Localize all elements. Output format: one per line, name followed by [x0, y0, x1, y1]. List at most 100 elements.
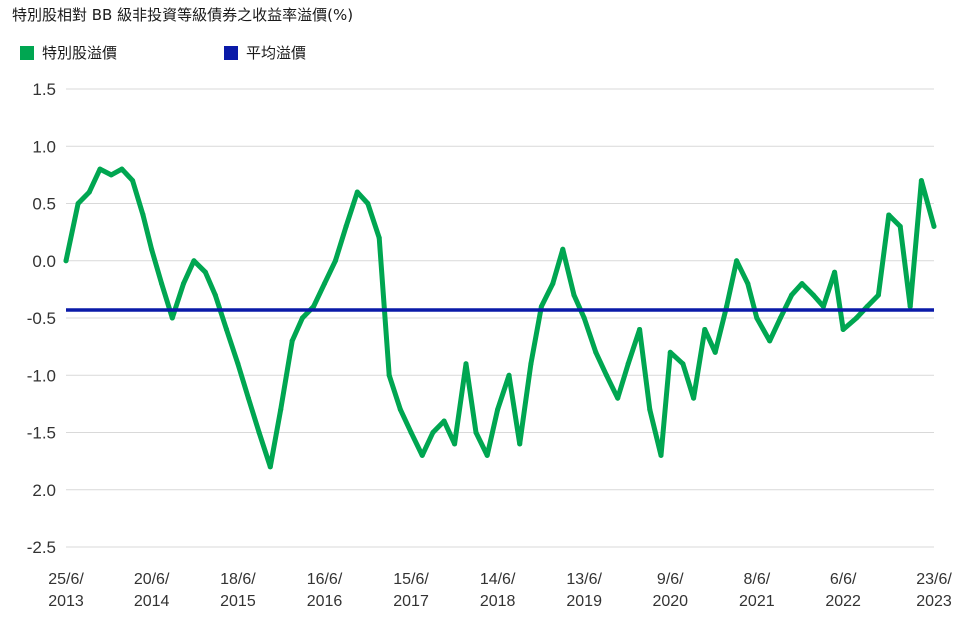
data-point-premium	[875, 292, 881, 298]
x-tick-label-10-day: 23/6/	[916, 571, 952, 588]
x-tick-label-9-year: 2022	[825, 593, 861, 610]
data-point-premium	[130, 178, 136, 184]
data-point-premium	[593, 349, 599, 355]
legend-item-average: 平均溢價	[224, 42, 306, 63]
x-tick-label-0-year: 2013	[48, 593, 84, 610]
data-point-premium	[452, 441, 458, 447]
data-point-premium	[581, 315, 587, 321]
data-point-premium	[224, 326, 230, 332]
data-point-premium	[637, 326, 643, 332]
data-point-premium	[702, 326, 708, 332]
chart-title: 特別股相對 BB 級非投資等級債券之收益率溢價(%)	[12, 6, 354, 24]
data-point-premium	[840, 326, 846, 332]
x-tick-label-5-day: 14/6/	[480, 571, 516, 588]
data-point-premium	[647, 407, 653, 413]
data-point-premium	[832, 269, 838, 275]
data-point-premium	[75, 201, 81, 206]
data-point-premium	[278, 407, 284, 413]
data-point-premium	[202, 269, 208, 275]
data-point-premium	[506, 372, 512, 378]
data-point-premium	[108, 172, 114, 178]
data-point-premium	[799, 281, 805, 287]
legend-label-average: 平均溢價	[246, 44, 307, 62]
data-point-premium	[473, 430, 479, 435]
data-point-premium	[680, 361, 686, 367]
data-point-premium	[140, 212, 146, 218]
data-point-premium	[149, 246, 155, 252]
data-point-premium	[484, 452, 490, 458]
data-point-premium	[119, 166, 125, 172]
x-tick-label-5-year: 2018	[480, 593, 516, 610]
data-point-premium	[931, 223, 937, 229]
x-tick-label-3-year: 2016	[307, 593, 343, 610]
x-tick-label-7-year: 2020	[652, 593, 688, 610]
data-point-premium	[365, 201, 371, 206]
data-point-premium	[376, 235, 382, 241]
data-point-premium	[386, 372, 392, 378]
data-point-premium	[441, 418, 447, 424]
y-tick-label-1: 1.0	[32, 137, 56, 156]
data-point-premium	[667, 349, 673, 355]
data-point-premium	[625, 361, 631, 367]
y-tick-label-0: 1.5	[32, 80, 56, 99]
data-point-premium	[528, 361, 534, 367]
x-tick-label-3-day: 16/6/	[307, 571, 343, 588]
data-point-premium	[63, 258, 69, 264]
y-tick-label-7: 2.0	[32, 481, 56, 500]
x-tick-label-2-year: 2015	[220, 593, 256, 610]
data-point-premium	[235, 361, 241, 367]
data-point-premium	[777, 315, 783, 321]
x-tick-label-8-day: 8/6/	[743, 571, 770, 588]
x-tick-label-7-day: 9/6/	[657, 571, 684, 588]
y-tick-label-6: -1.5	[27, 424, 56, 443]
data-point-premium	[538, 304, 544, 310]
data-point-premium	[343, 223, 349, 229]
data-point-premium	[907, 304, 913, 310]
data-point-premium	[767, 338, 773, 344]
data-point-premium	[810, 292, 816, 298]
data-point-premium	[789, 292, 795, 298]
y-tick-label-8: -2.5	[27, 538, 56, 557]
x-tick-label-6-day: 13/6/	[566, 571, 602, 588]
legend-swatch-premium	[20, 45, 34, 60]
data-point-premium	[97, 166, 103, 172]
data-point-premium	[820, 304, 826, 310]
x-tick-label-4-year: 2017	[393, 593, 429, 610]
x-tick-label-1-day: 20/6/	[134, 571, 170, 588]
data-point-premium	[724, 304, 730, 310]
data-point-premium	[691, 395, 697, 401]
data-point-premium	[886, 212, 892, 218]
y-tick-label-4: -0.5	[27, 309, 56, 328]
data-point-premium	[289, 338, 295, 344]
data-point-premium	[745, 281, 751, 287]
data-point-premium	[615, 395, 621, 401]
data-point-premium	[495, 407, 501, 413]
x-tick-label-1-year: 2014	[134, 593, 170, 610]
data-point-premium	[332, 258, 338, 264]
data-point-premium	[734, 258, 740, 264]
data-point-premium	[419, 452, 425, 458]
data-point-premium	[169, 315, 175, 321]
data-point-premium	[159, 281, 165, 287]
data-point-premium	[897, 223, 903, 229]
x-tick-label-10-year: 2023	[916, 593, 952, 610]
data-point-premium	[864, 304, 870, 310]
data-point-premium	[918, 178, 924, 184]
data-point-premium	[180, 281, 186, 287]
data-point-premium	[299, 315, 305, 321]
data-point-premium	[321, 281, 327, 287]
data-point-premium	[191, 258, 197, 264]
legend-swatch-average	[224, 45, 238, 60]
data-point-premium	[550, 281, 556, 287]
x-tick-label-2-day: 18/6/	[220, 571, 256, 588]
y-tick-label-2: 0.5	[32, 195, 56, 214]
x-tick-label-8-year: 2021	[739, 593, 775, 610]
data-point-premium	[408, 430, 414, 435]
data-point-premium	[712, 349, 718, 355]
data-point-premium	[853, 315, 859, 321]
data-point-premium	[212, 292, 218, 298]
data-point-premium	[430, 430, 436, 435]
data-point-premium	[560, 246, 566, 252]
x-tick-label-0-day: 25/6/	[48, 571, 84, 588]
